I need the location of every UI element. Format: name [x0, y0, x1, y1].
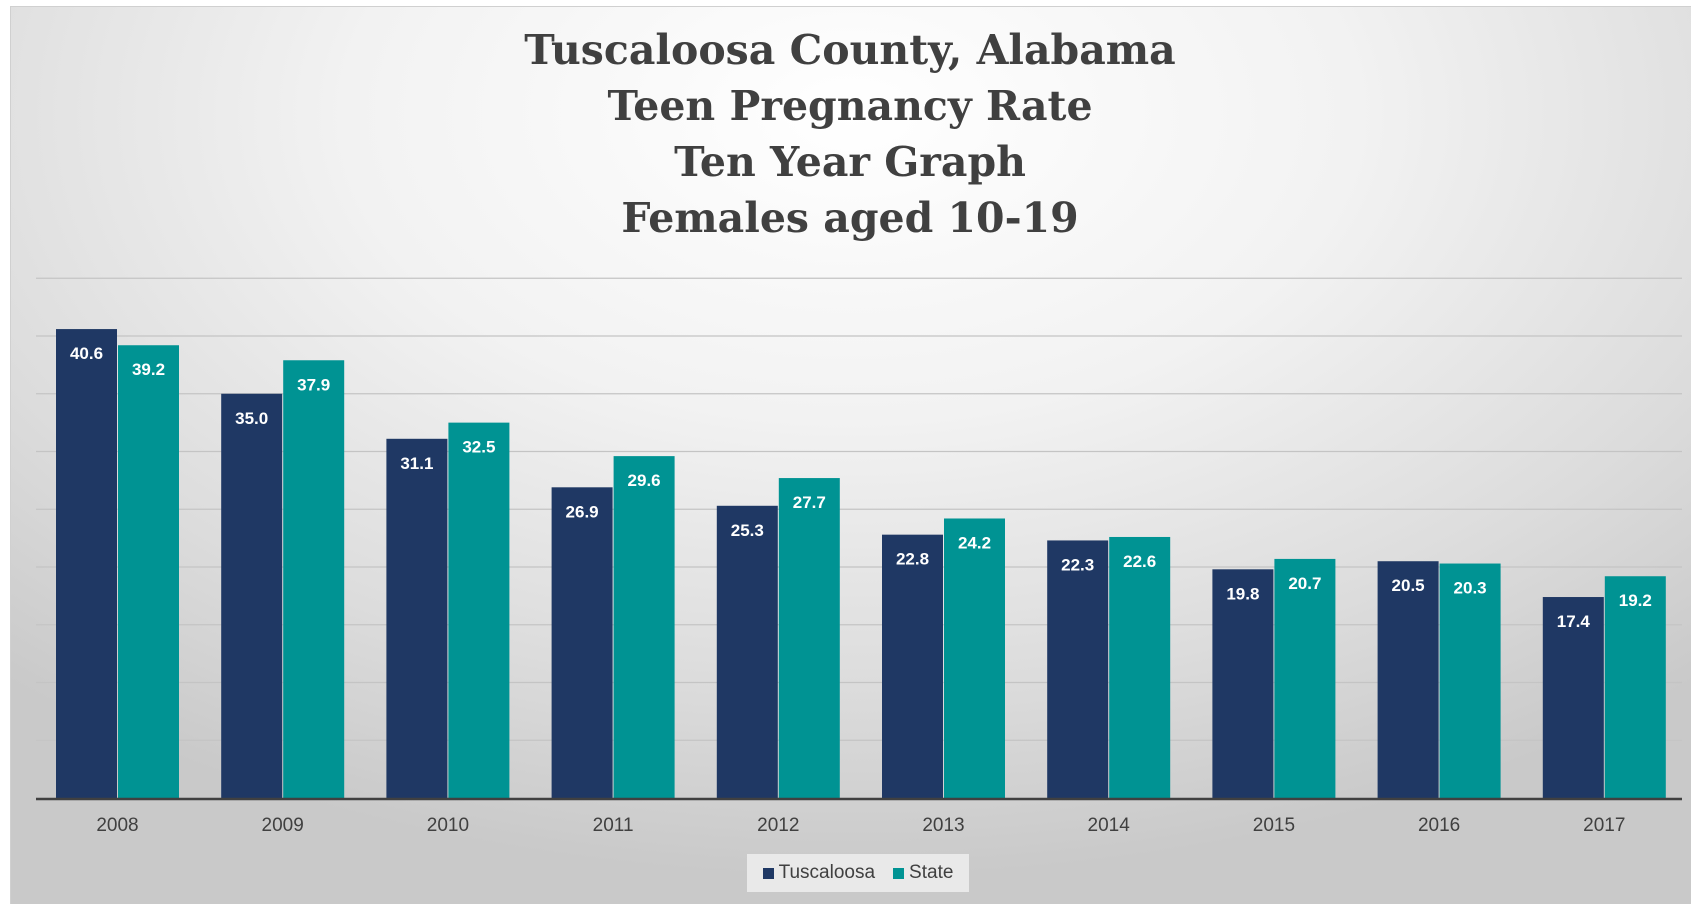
data-label-state-2012: 27.7	[793, 493, 826, 512]
x-tick-label-2011: 2011	[593, 815, 634, 836]
x-tick-label-2015: 2015	[1253, 815, 1295, 836]
data-label-tuscaloosa-2008: 40.6	[70, 344, 103, 363]
bar-state-2008	[118, 345, 179, 798]
data-label-state-2016: 20.3	[1454, 579, 1487, 598]
bar-state-2009	[283, 360, 345, 798]
legend-label-tuscaloosa: Tuscaloosa	[778, 862, 876, 883]
legend-label-state: State	[909, 862, 954, 883]
x-tick-label-2014: 2014	[1088, 815, 1131, 836]
x-tick-label-2012: 2012	[757, 815, 799, 836]
legend-item-tuscaloosa: Tuscaloosa	[762, 862, 876, 884]
bar-tuscaloosa-2012	[716, 505, 778, 798]
data-label-state-2015: 20.7	[1288, 574, 1321, 593]
legend-swatch-tuscaloosa	[762, 867, 774, 879]
title-line-3: Ten Year Graph	[674, 138, 1026, 186]
data-labels: 40.6 39.2 35.0 37.9 31.1 32.5 26.9 29.6 25.3 27.7…	[70, 344, 1652, 631]
x-tick-label-2009: 2009	[262, 815, 304, 836]
bar-state-2014	[1109, 536, 1171, 798]
data-label-state-2017: 19.2	[1619, 591, 1652, 610]
bar-state-2012	[778, 478, 840, 798]
title-line-4: Females aged 10-19	[621, 194, 1079, 242]
data-label-state-2010: 32.5	[462, 438, 495, 457]
bar-tuscaloosa-2010	[386, 438, 448, 798]
bar-state-2013	[944, 518, 1005, 798]
bar-tuscaloosa-2009	[221, 393, 283, 798]
bar-tuscaloosa-2014	[1047, 540, 1109, 798]
bar-tuscaloosa-2015	[1212, 569, 1274, 798]
x-tick-label-2013: 2013	[922, 815, 964, 836]
bar-tuscaloosa-2017	[1542, 597, 1604, 798]
data-label-state-2009: 37.9	[297, 375, 330, 394]
x-tick-label-2017: 2017	[1583, 815, 1625, 836]
data-label-tuscaloosa-2013: 22.8	[896, 550, 929, 569]
bar-tuscaloosa-2011	[551, 487, 613, 798]
legend-item-state: State	[893, 862, 953, 884]
bar-state-2016	[1439, 563, 1501, 798]
title-line-2: Teen Pregnancy Rate	[607, 82, 1093, 130]
title-line-1: Tuscaloosa County, Alabama	[524, 26, 1176, 74]
data-label-state-2014: 22.6	[1123, 552, 1156, 571]
bar-tuscaloosa-2013	[882, 534, 943, 798]
x-tick-label-2016: 2016	[1418, 815, 1460, 836]
x-tick-label-2010: 2010	[427, 815, 469, 836]
chart-title: Tuscaloosa County, Alabama Teen Pregnanc…	[0, 22, 1691, 246]
bar-state-2015	[1274, 558, 1336, 798]
data-label-tuscaloosa-2009: 35.0	[235, 409, 268, 428]
legend-swatch-state	[893, 867, 905, 879]
data-label-tuscaloosa-2014: 22.3	[1061, 555, 1094, 574]
bar-state-2010	[448, 422, 510, 798]
data-label-state-2013: 24.2	[958, 533, 991, 552]
bars	[56, 329, 1666, 798]
data-label-state-2011: 29.6	[628, 471, 661, 490]
bar-state-2011	[613, 456, 675, 798]
legend: Tuscaloosa State	[747, 854, 969, 892]
x-axis: 2008 2009 2010 2011 2012 2013 2014 2015 2016 2017	[36, 797, 1682, 836]
bar-tuscaloosa-2008	[56, 329, 117, 798]
data-label-tuscaloosa-2017: 17.4	[1557, 612, 1591, 631]
bar-state-2017	[1604, 576, 1666, 798]
bar-tuscaloosa-2016	[1377, 561, 1439, 798]
x-tick-label-2008: 2008	[96, 815, 138, 836]
data-label-tuscaloosa-2016: 20.5	[1392, 576, 1425, 595]
data-label-tuscaloosa-2011: 26.9	[566, 502, 599, 521]
data-label-state-2008: 39.2	[132, 360, 165, 379]
data-label-tuscaloosa-2010: 31.1	[400, 454, 433, 473]
data-label-tuscaloosa-2015: 19.8	[1226, 584, 1259, 603]
data-label-tuscaloosa-2012: 25.3	[731, 521, 764, 540]
